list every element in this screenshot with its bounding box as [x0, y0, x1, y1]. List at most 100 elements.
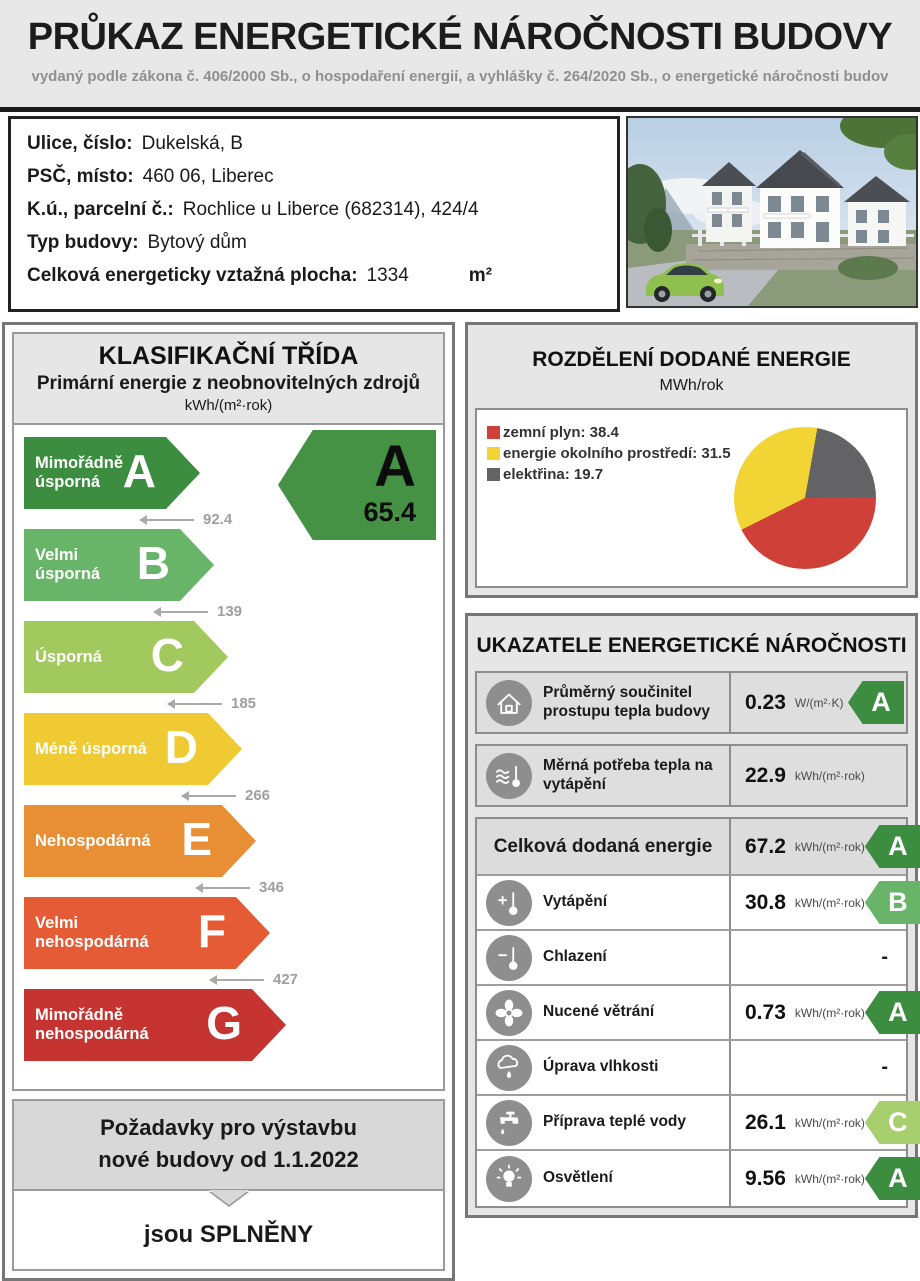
info-row-zip: PSČ, místo: 460 06, Liberec — [27, 166, 601, 188]
indicator-value: 30.8 — [745, 890, 786, 914]
legend-swatch-red — [487, 426, 500, 439]
green-car — [646, 263, 724, 302]
class-badge: A — [864, 991, 920, 1034]
legend-swatch-yellow — [487, 447, 500, 460]
info-row-parcel: K.ú., parcelní č.: Rochlice u Liberce (6… — [27, 199, 601, 221]
no-value-dash: - — [881, 946, 888, 968]
info-value: Dukelská, B — [141, 133, 243, 154]
legend-swatch-gray — [487, 468, 500, 481]
page-title: PRŮKAZ ENERGETICKÉ NÁROČNOSTI BUDOVY — [27, 16, 893, 58]
threshold-arrow-icon — [209, 974, 264, 985]
requirements-line2: nové budovy od 1.1.2022 — [98, 1146, 359, 1172]
scale-row-b: Velmi úsporná B 139 — [24, 529, 443, 621]
info-value: 1334 — [366, 265, 409, 286]
scale-row-e: Nehospodárná E 346 — [24, 805, 443, 897]
info-label: Ulice, číslo: — [27, 133, 133, 154]
indicator-value: 9.56 — [745, 1166, 786, 1190]
requirements-statement: Požadavky pro výstavbu nové budovy od 1.… — [14, 1101, 443, 1191]
scale-row-a: Mimořádně úsporná A 92.4 — [24, 437, 443, 529]
scale-label: Velmi úsporná — [35, 546, 101, 583]
info-value: Rochlice u Liberce (682314), 424/4 — [182, 199, 479, 220]
hot-water-icon — [486, 1099, 532, 1146]
indicator-unit: kWh/(m²·rok) — [794, 895, 865, 910]
indicators-title: UKAZATELE ENERGETICKÉ NÁROČNOSTI — [476, 634, 907, 657]
classification-title: KLASIFIKAČNÍ TŘÍDA — [98, 342, 359, 370]
indicator-label: Celková dodaná energie — [493, 835, 713, 857]
scale-arrow-c: Úsporná C — [24, 621, 228, 693]
threshold-arrow-icon — [139, 514, 194, 525]
legend-item-ambient: energie okolního prostředí: 31.5 — [487, 445, 731, 462]
info-value: Bytový dům — [147, 232, 247, 253]
threshold-marker: 427 — [209, 971, 298, 988]
scale-letter: D — [164, 721, 198, 774]
classification-panel: KLASIFIKAČNÍ TŘÍDA Primární energie z ne… — [2, 322, 455, 1281]
indicator-label: Nucené větrání — [543, 1003, 655, 1021]
info-label: Celková energeticky vztažná plocha: — [27, 265, 358, 286]
indicator-unit: kWh/(m²·rok) — [794, 839, 865, 854]
info-value: 460 06, Liberec — [142, 166, 274, 187]
indicator-row-humidity: Úprava vlhkosti - — [477, 1041, 906, 1096]
indicator-row-total-energy: Celková dodaná energie 67.2 kWh/(m²·rok)… — [477, 819, 920, 876]
threshold-arrow-icon — [195, 882, 250, 893]
indicator-label: Příprava teplé vody — [543, 1113, 687, 1131]
building-rating-arrow: A 65.4 — [278, 430, 436, 540]
energy-distribution-panel: ROZDĚLENÍ DODANÉ ENERGIE MWh/rok zemní p… — [465, 322, 918, 598]
class-badge: A — [864, 825, 920, 868]
info-unit: m² — [468, 265, 493, 286]
indicator-label: Měrná potřeba tepla na vytápění — [543, 756, 713, 793]
distribution-unit: MWh/rok — [659, 377, 724, 394]
info-row-type: Typ budovy: Bytový dům — [27, 232, 601, 254]
scale-label: Mimořádně úsporná — [35, 454, 124, 491]
building-info-box: Ulice, číslo: Dukelská, B PSČ, místo: 46… — [8, 116, 620, 312]
pie-legend: zemní plyn: 38.4 energie okolního prostř… — [477, 410, 731, 487]
requirements-box: Požadavky pro výstavbu nové budovy od 1.… — [12, 1099, 445, 1271]
indicator-row-lighting: Osvětlení 9.56 kWh/(m²·rok) A — [477, 1151, 920, 1206]
indicator-label: Úprava vlhkosti — [543, 1058, 659, 1076]
indicator-row-hot-water: Příprava teplé vody 26.1 kWh/(m²·rok) C — [477, 1096, 920, 1151]
info-label: PSČ, místo: — [27, 166, 134, 187]
scale-letter: G — [206, 997, 242, 1050]
scale-row-d: Méně úsporná D 266 — [24, 713, 443, 805]
scale-letter: A — [122, 445, 156, 498]
main-content: KLASIFIKAČNÍ TŘÍDA Primární energie z ne… — [0, 312, 920, 1281]
heat-demand-icon — [486, 752, 532, 799]
threshold-marker: 139 — [153, 603, 242, 620]
threshold-arrow-icon — [167, 698, 222, 709]
cooling-icon — [486, 934, 532, 981]
rating-value: 65.4 — [363, 497, 416, 527]
info-label: Typ budovy: — [27, 232, 139, 253]
pie-chart-box: zemní plyn: 38.4 energie okolního prostř… — [475, 408, 908, 588]
building-info-section: Ulice, číslo: Dukelská, B PSČ, místo: 46… — [0, 112, 920, 312]
certificate-header: PRŮKAZ ENERGETICKÉ NÁROČNOSTI BUDOVY vyd… — [0, 0, 920, 112]
class-badge: A — [864, 1157, 920, 1200]
scale-letter: C — [150, 629, 184, 682]
energy-scale: Mimořádně úsporná A 92.4 Velmi úsporná B… — [12, 425, 445, 1091]
indicator-value: 67.2 — [745, 834, 786, 858]
building-rendering-illustration — [628, 118, 916, 306]
classification-subtitle: Primární energie z neobnovitelných zdroj… — [36, 373, 421, 394]
indicator-label: Osvětlení — [543, 1169, 613, 1187]
legend-item-gas: zemní plyn: 38.4 — [487, 424, 731, 441]
indicator-label: Chlazení — [543, 948, 607, 966]
threshold-arrow-icon — [153, 606, 208, 617]
requirements-line1: Požadavky pro výstavbu — [100, 1115, 357, 1140]
classification-unit: kWh/(m²·rok) — [184, 397, 273, 414]
scale-letter: F — [197, 905, 226, 958]
scale-label: Nehospodárná — [35, 831, 151, 850]
distribution-title: ROZDĚLENÍ DODANÉ ENERGIE — [532, 348, 851, 371]
scale-arrow-g: Mimořádně nehospodárná G — [24, 989, 286, 1061]
scale-label: Mimořádně nehospodárná — [35, 1006, 149, 1043]
threshold-arrow-icon — [181, 790, 236, 801]
ventilation-icon — [486, 989, 532, 1036]
lighting-icon — [486, 1155, 532, 1202]
indicator-label: Vytápění — [543, 893, 608, 911]
scale-label: Méně úsporná — [35, 739, 147, 758]
humidity-icon — [486, 1044, 532, 1091]
indicator-label: Průměrný součinitel prostupu tepla budov… — [543, 683, 711, 720]
classification-header: KLASIFIKAČNÍ TŘÍDA Primární energie z ne… — [12, 332, 445, 425]
indicator-value: 26.1 — [745, 1110, 786, 1134]
threshold-marker: 92.4 — [139, 511, 232, 528]
scale-row-c: Úsporná C 185 — [24, 621, 443, 713]
energy-certificate-page: { "header": { "title": "PRŮKAZ ENERGETIC… — [0, 0, 920, 1200]
scale-arrow-a: Mimořádně úsporná A — [24, 437, 200, 509]
